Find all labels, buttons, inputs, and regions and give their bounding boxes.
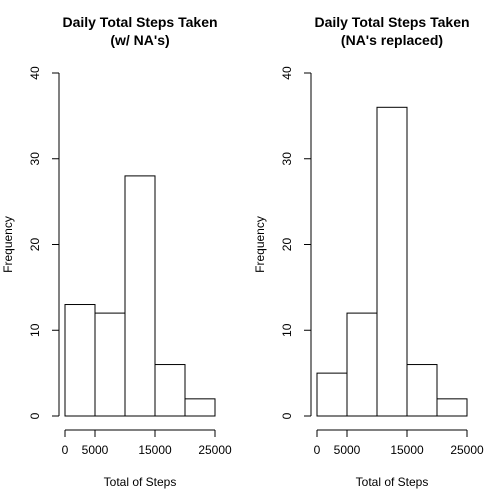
x-axis-label: Total of Steps — [356, 475, 429, 489]
histogram-bar — [376, 106, 408, 417]
y-axis-label: Frequency — [1, 216, 15, 273]
x-tick-label: 15000 — [138, 443, 172, 457]
y-tick-label: 30 — [28, 152, 42, 166]
histogram-bar — [154, 364, 186, 417]
x-tick-label: 5000 — [334, 443, 361, 457]
x-tick-label: 5000 — [82, 443, 109, 457]
x-tick-label: 25000 — [450, 443, 484, 457]
y-tick-label: 0 — [28, 412, 42, 419]
x-tick-label: 0 — [314, 443, 321, 457]
histogram-bar — [316, 372, 348, 417]
x-tick-label: 15000 — [390, 443, 424, 457]
histogram-bar — [436, 398, 468, 417]
y-tick-label: 0 — [280, 412, 294, 419]
chart-title-line: (w/ NA's) — [110, 32, 169, 48]
histogram-bar — [64, 304, 96, 417]
y-tick-label: 10 — [280, 323, 294, 337]
y-tick-label: 40 — [28, 66, 42, 80]
chart-title-line: Daily Total Steps Taken — [62, 14, 217, 30]
y-tick-label: 30 — [280, 152, 294, 166]
histogram-bar — [124, 175, 156, 417]
y-tick-label: 20 — [28, 238, 42, 252]
histogram-bar — [406, 364, 438, 417]
histogram-bar — [346, 312, 378, 417]
y-tick-label: 10 — [28, 323, 42, 337]
chart-title-line: (NA's replaced) — [341, 32, 443, 48]
x-tick-label: 0 — [62, 443, 69, 457]
x-tick-label: 25000 — [198, 443, 232, 457]
y-tick-label: 40 — [280, 66, 294, 80]
histogram-bar — [94, 312, 126, 417]
y-axis-label: Frequency — [253, 216, 267, 273]
y-tick-label: 20 — [280, 238, 294, 252]
chart-title-line: Daily Total Steps Taken — [314, 14, 469, 30]
histogram-bar — [184, 398, 216, 417]
x-axis-label: Total of Steps — [104, 475, 177, 489]
